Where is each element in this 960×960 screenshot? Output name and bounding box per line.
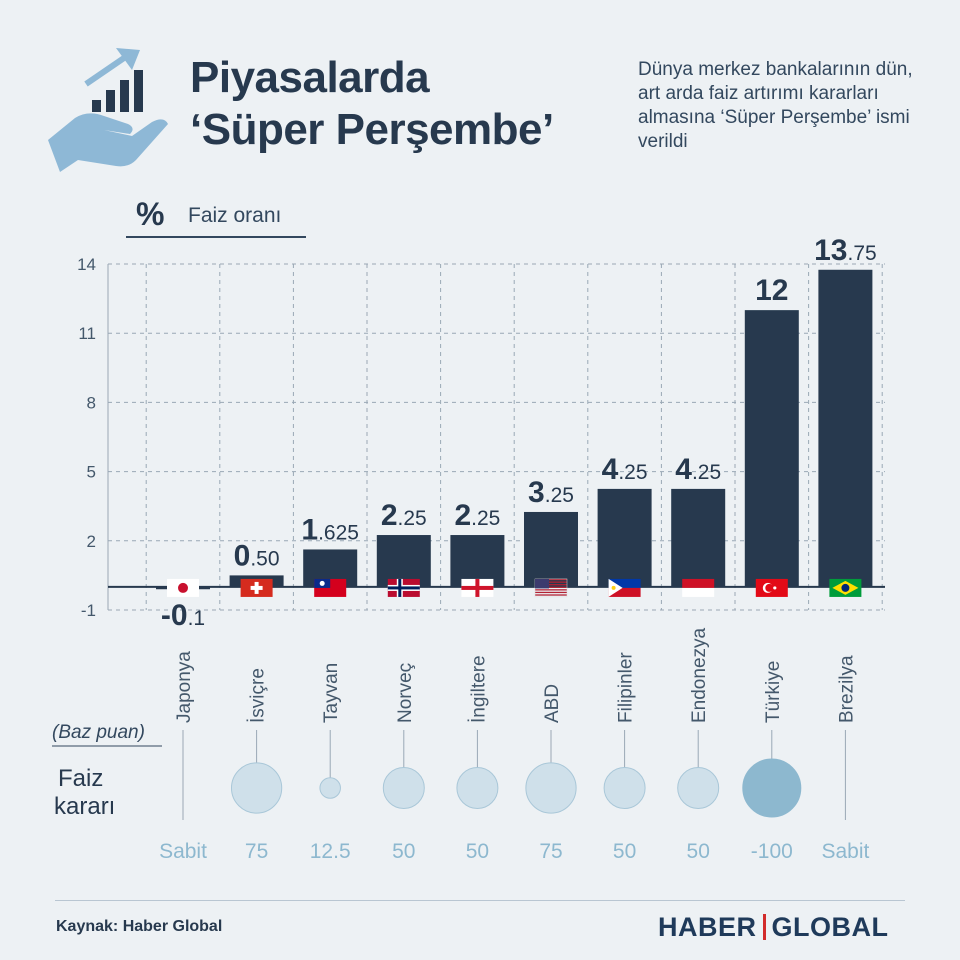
bar-norveç: [376, 535, 431, 587]
decision-value: 50: [687, 840, 710, 863]
data-label: 1.625: [301, 513, 359, 546]
title-line-1: Piyasalarda: [190, 53, 430, 102]
subtitle: Dünya merkez bankalarının dün, art arda …: [638, 59, 913, 152]
japan-flag-icon: [167, 578, 199, 597]
category-label: İngiltere: [468, 655, 489, 723]
category-label: Norveç: [395, 663, 416, 723]
y-tick-label: 11: [78, 324, 96, 343]
philippines-flag-icon: [608, 578, 641, 597]
decision-value: -100: [751, 840, 793, 863]
data-label: 4.25: [602, 453, 648, 486]
decision-value: 75: [539, 840, 562, 863]
logo-left: HABER: [658, 912, 757, 942]
category-label: Filipinler: [616, 652, 637, 723]
decision-value: 50: [466, 840, 489, 863]
data-label-int: 2: [381, 499, 398, 532]
decision-note: (Baz puan): [52, 722, 145, 743]
bar-brezilya: [818, 269, 873, 587]
data-label-int: -0: [161, 599, 188, 632]
y-tick-label: 8: [87, 393, 96, 412]
y-tick-label: -1: [81, 601, 96, 620]
data-label-dec: .25: [545, 484, 574, 507]
category-label: Brezilya: [836, 655, 857, 723]
data-label-int: 13: [814, 234, 847, 267]
bar-filipinler: [597, 488, 652, 587]
page-title: Piyasalarda ‘Süper Perşembe’: [190, 52, 554, 156]
bar-endonezya: [671, 488, 726, 587]
data-label-int: 4: [675, 453, 692, 486]
decision-value: 50: [392, 840, 415, 863]
category-label: Türkiye: [763, 661, 784, 723]
footer-divider: [55, 900, 905, 901]
y-axis-label: Faiz oranı: [188, 204, 282, 227]
england-flag-icon: [461, 578, 494, 597]
source-text: Kaynak: Haber Global: [56, 918, 223, 935]
turkey-flag-icon: [755, 578, 788, 597]
data-label-dec: .50: [250, 547, 279, 570]
decision-value: 50: [613, 840, 636, 863]
category-label: İsviçre: [248, 668, 269, 723]
decision-bubble: [382, 766, 425, 810]
taiwan-flag-icon: [314, 578, 347, 597]
data-label-dec: .25: [692, 461, 721, 484]
data-label-int: 0: [234, 539, 251, 572]
data-label: 2.25: [381, 499, 427, 532]
bar-abd: [524, 511, 578, 587]
decision-bubble: [603, 766, 646, 810]
decision-bubble: [319, 777, 341, 799]
data-label: 12: [755, 274, 788, 307]
indonesia-flag-icon: [682, 578, 715, 597]
logo-right: GLOBAL: [771, 912, 889, 942]
data-label-int: 12: [755, 274, 788, 307]
data-label: 2.25: [454, 499, 500, 532]
y-tick-label: 2: [87, 532, 96, 551]
y-tick-label: 14: [77, 255, 96, 274]
category-label: Endonezya: [689, 627, 710, 723]
bar-türkiye: [744, 310, 799, 587]
title-line-2: ‘Süper Perşembe’: [190, 105, 554, 154]
usa-flag-icon: [534, 578, 568, 598]
y-tick-label: 5: [87, 463, 96, 482]
logo-divider: [762, 914, 766, 940]
data-label: 4.25: [675, 453, 721, 486]
data-label-int: 3: [528, 476, 545, 509]
hand-growth-icon: [48, 48, 168, 172]
switzerland-flag-icon: [240, 578, 273, 597]
data-label-dec: .25: [618, 461, 647, 484]
bar-i̇ngiltere: [450, 535, 505, 587]
decision-value: 75: [245, 840, 268, 863]
data-label-int: 1: [301, 513, 318, 546]
brazil-flag-icon: [829, 578, 862, 597]
decision-bubble: [677, 766, 720, 810]
category-label: Tayvan: [321, 663, 342, 723]
data-label: -0.1: [161, 599, 205, 632]
data-label-dec: .25: [471, 507, 500, 530]
decision-value: 12.5: [310, 840, 351, 863]
data-label-int: 2: [454, 499, 471, 532]
decision-bubble: [742, 758, 802, 818]
data-label-dec: .625: [318, 521, 359, 544]
data-label: 3.25: [528, 476, 574, 509]
data-label-dec: .1: [188, 607, 206, 630]
category-label: Japonya: [174, 651, 195, 723]
norway-flag-icon: [387, 578, 420, 597]
category-label: ABD: [542, 684, 563, 723]
decision-bubble: [525, 762, 577, 814]
decision-value: Sabit: [159, 840, 207, 863]
decision-label-line1: Faiz: [58, 765, 103, 792]
data-label-dec: .75: [847, 242, 876, 265]
decision-value: Sabit: [821, 840, 869, 863]
unit-label: % Faiz oranı: [126, 196, 306, 238]
data-label-int: 4: [602, 453, 619, 486]
decision-bubble: [230, 762, 283, 814]
percent-symbol: %: [136, 196, 165, 232]
data-label: 13.75: [814, 234, 877, 267]
decision-bubble: [456, 766, 499, 810]
haber-global-logo: HABER GLOBAL: [658, 912, 889, 943]
data-label: 0.50: [234, 539, 280, 572]
data-label-dec: .25: [398, 507, 427, 530]
decision-label-line2: kararı: [54, 793, 115, 820]
